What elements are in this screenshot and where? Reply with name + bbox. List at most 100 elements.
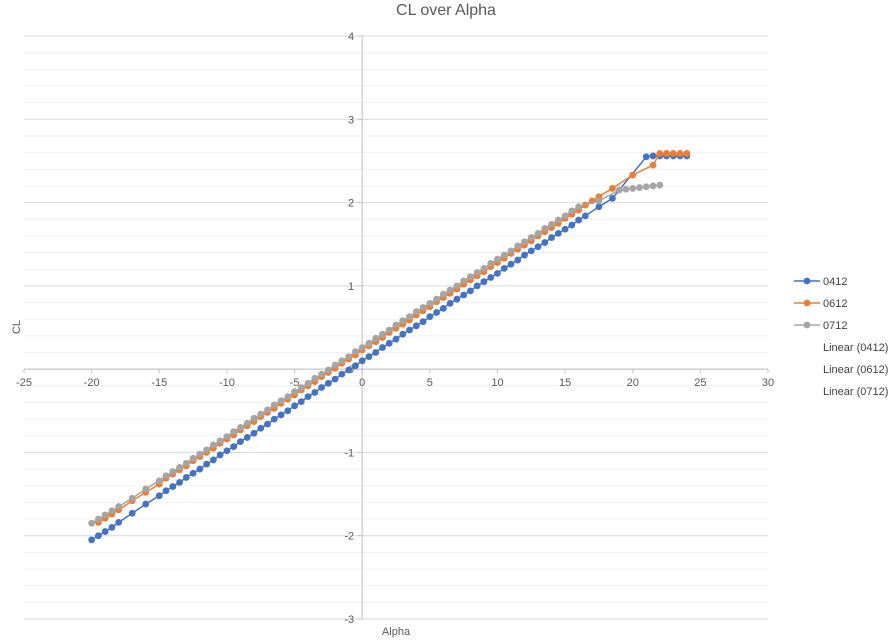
data-point xyxy=(460,277,468,285)
legend-item: 0412 xyxy=(794,276,847,288)
data-point xyxy=(467,273,474,281)
data-point xyxy=(554,216,562,224)
data-point xyxy=(291,402,298,410)
data-point xyxy=(358,357,366,365)
data-point xyxy=(521,251,528,259)
data-point xyxy=(331,375,339,383)
data-point xyxy=(243,419,251,427)
data-point xyxy=(230,443,238,450)
plot-series xyxy=(88,150,691,544)
data-point xyxy=(297,398,305,406)
data-point xyxy=(595,203,603,211)
data-point xyxy=(250,429,258,437)
data-point xyxy=(203,446,211,454)
x-tick-label: -25 xyxy=(16,377,32,389)
data-point xyxy=(541,224,549,232)
data-point xyxy=(176,479,183,486)
data-point xyxy=(392,335,400,343)
x-tick-label: 20 xyxy=(627,377,639,389)
data-point xyxy=(419,304,427,311)
data-point xyxy=(649,182,657,190)
data-point xyxy=(419,318,427,326)
data-point xyxy=(534,243,542,251)
data-point xyxy=(460,291,468,299)
data-point xyxy=(176,464,183,471)
data-point xyxy=(318,370,325,378)
data-point xyxy=(237,438,244,446)
data-point xyxy=(676,150,684,157)
data-point xyxy=(534,229,542,237)
data-point xyxy=(548,220,555,228)
data-point xyxy=(270,415,278,423)
data-point xyxy=(568,221,576,229)
data-point xyxy=(656,181,664,189)
data-point xyxy=(223,433,231,441)
data-point xyxy=(561,225,569,233)
data-point xyxy=(446,299,454,307)
data-point xyxy=(426,299,434,307)
data-point xyxy=(622,185,630,193)
data-point xyxy=(182,474,190,481)
data-point xyxy=(223,447,231,455)
data-point xyxy=(237,424,244,431)
data-point xyxy=(595,197,603,205)
data-point xyxy=(203,460,211,468)
data-point xyxy=(128,494,136,502)
data-point xyxy=(108,523,116,531)
data-point xyxy=(609,185,616,192)
data-point xyxy=(169,483,177,490)
legend-swatch-marker xyxy=(803,299,811,307)
x-tick-label: 10 xyxy=(491,377,503,389)
data-point xyxy=(182,459,190,467)
data-point xyxy=(412,322,420,330)
data-point xyxy=(277,411,285,419)
legend-item: 0612 xyxy=(794,298,847,310)
data-point xyxy=(230,428,238,436)
data-point xyxy=(304,379,312,387)
data-point xyxy=(264,406,271,414)
data-point xyxy=(433,309,440,316)
data-point xyxy=(392,321,400,329)
x-axis-label: Alpha xyxy=(382,626,411,638)
data-point xyxy=(500,264,508,272)
data-point xyxy=(345,353,353,361)
legend-swatch-marker xyxy=(803,277,811,285)
data-point xyxy=(439,304,447,312)
y-tick-label: 3 xyxy=(348,114,354,126)
data-point xyxy=(629,171,637,179)
data-point xyxy=(277,397,285,405)
data-point xyxy=(284,393,292,401)
data-point xyxy=(439,290,447,298)
data-point xyxy=(480,264,488,272)
data-point xyxy=(385,326,393,334)
data-point xyxy=(142,485,150,493)
data-point xyxy=(669,150,677,157)
data-point xyxy=(521,238,528,246)
legend-swatch-marker xyxy=(803,321,811,329)
data-point xyxy=(358,344,366,351)
legend-label: 0612 xyxy=(823,298,847,310)
data-point xyxy=(291,388,298,396)
legend-label: Linear (0712) xyxy=(823,386,888,398)
y-tick-label: 2 xyxy=(348,198,354,210)
legend-label: 0712 xyxy=(823,320,847,332)
data-point xyxy=(629,185,637,192)
legend-label: 0412 xyxy=(823,276,847,288)
data-point xyxy=(399,330,407,338)
data-point xyxy=(581,212,589,220)
x-axis-ticks: -25 -20 -15 -10 -5 0 5 10 15 20 25 30 xyxy=(16,369,774,389)
y-tick-label: 4 xyxy=(348,31,354,43)
legend-item: Linear (0412) xyxy=(823,342,888,354)
x-tick-label: 15 xyxy=(559,377,571,389)
data-point xyxy=(433,295,440,303)
data-point xyxy=(216,437,224,445)
data-point xyxy=(636,184,643,191)
legend-label: Linear (0412) xyxy=(823,342,888,354)
data-point xyxy=(554,229,562,237)
legend-label: Linear (0612) xyxy=(823,364,888,376)
data-point xyxy=(101,528,109,535)
data-point xyxy=(500,251,508,259)
data-point xyxy=(128,509,136,517)
data-point xyxy=(216,451,224,459)
